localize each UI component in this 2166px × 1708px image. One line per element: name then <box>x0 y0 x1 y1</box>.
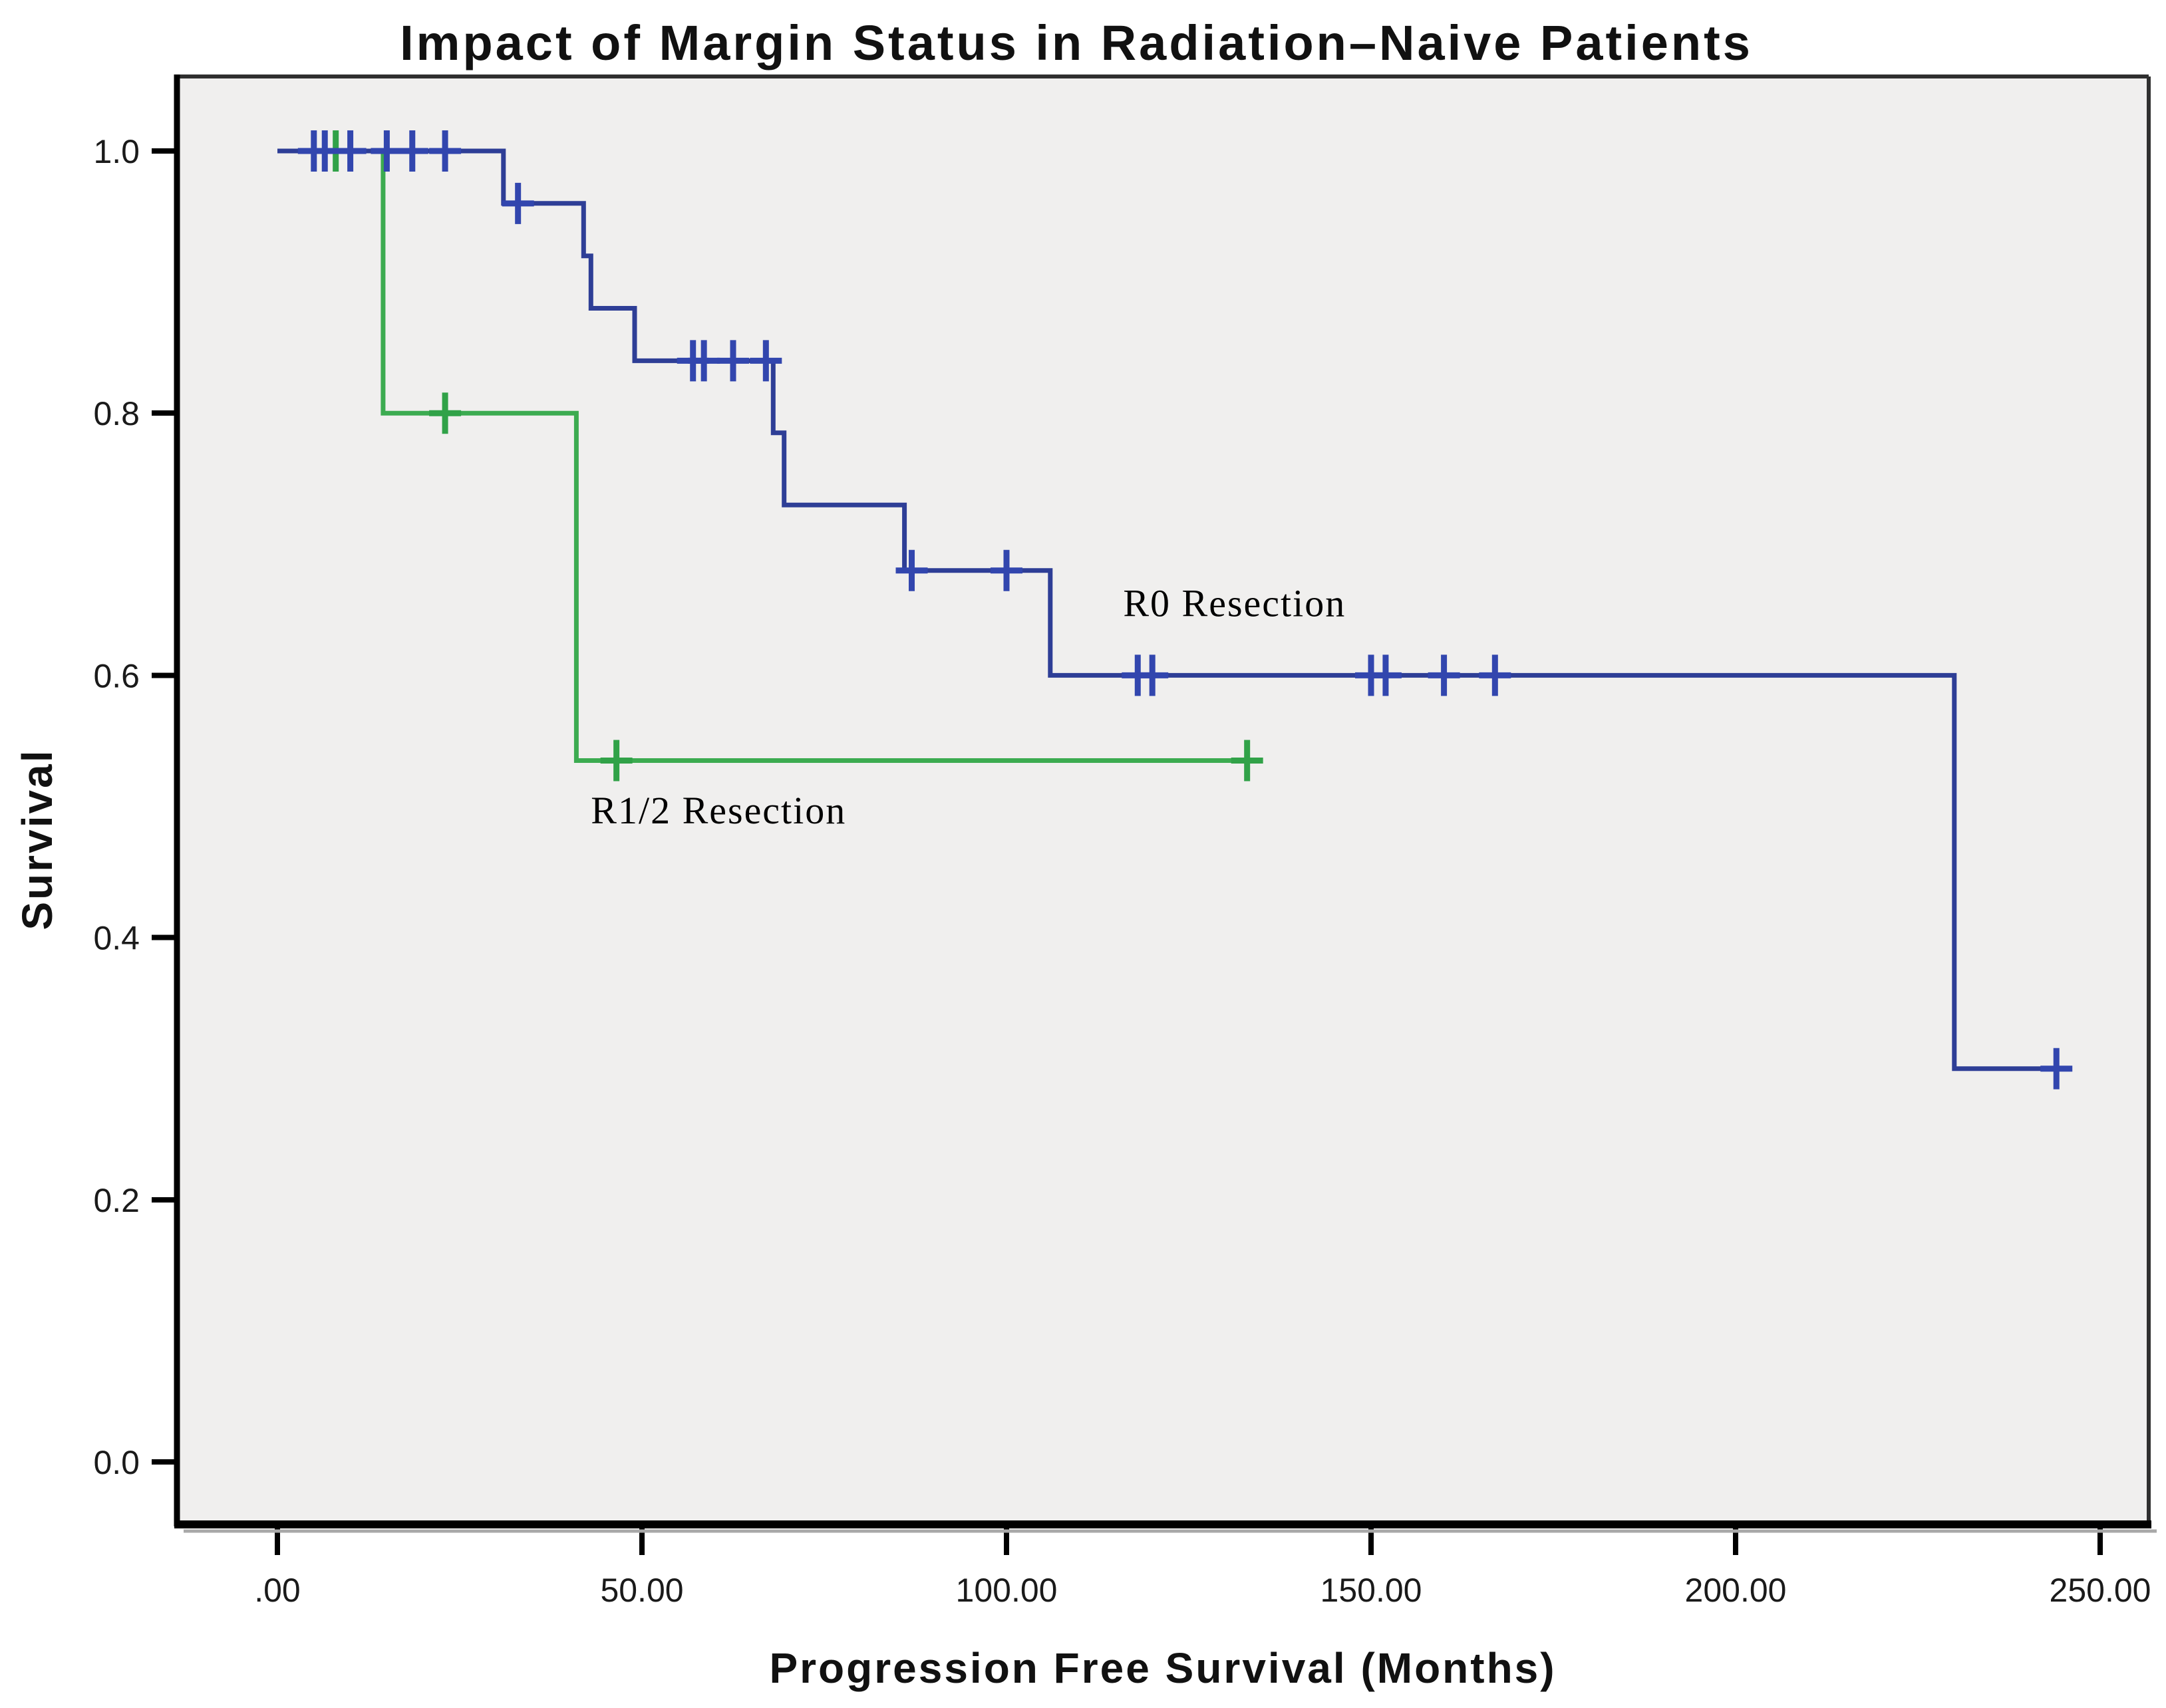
y-tick-label: 0.2 <box>93 1182 140 1219</box>
plot-area-background <box>177 76 2149 1524</box>
curve-label-r0: R0 Resection <box>1123 582 1346 625</box>
y-tick-label: 0.8 <box>93 395 140 432</box>
y-axis-title: Survival <box>13 748 61 930</box>
x-tick-label: .00 <box>254 1572 301 1609</box>
x-tick-label: 100.00 <box>956 1572 1058 1609</box>
x-tick-label: 250.00 <box>2050 1572 2151 1609</box>
chart-title: Impact of Margin Status in Radiation–Nai… <box>400 15 1753 71</box>
plot-frame <box>174 74 2157 1533</box>
y-axis-ticks: 1.0 0.8 0.6 0.4 0.2 0.0 <box>93 133 177 1481</box>
x-tick-label: 50.00 <box>600 1572 683 1609</box>
km-curve-1 <box>277 148 2072 1071</box>
y-tick-label: 1.0 <box>93 133 140 170</box>
x-tick-label: 200.00 <box>1685 1572 1787 1609</box>
y-tick-label: 0.0 <box>93 1444 140 1481</box>
x-axis-ticks: .00 50.00 100.00 150.00 200.00 250.00 <box>254 1524 2151 1609</box>
x-axis-title: Progression Free Survival (Months) <box>769 1644 1556 1692</box>
y-tick-label: 0.4 <box>93 920 140 957</box>
survival-curves <box>277 130 2073 1089</box>
y-tick-label: 0.6 <box>93 657 140 694</box>
x-tick-label: 150.00 <box>1320 1572 1422 1609</box>
curve-label-r12: R1/2 Resection <box>591 789 846 832</box>
